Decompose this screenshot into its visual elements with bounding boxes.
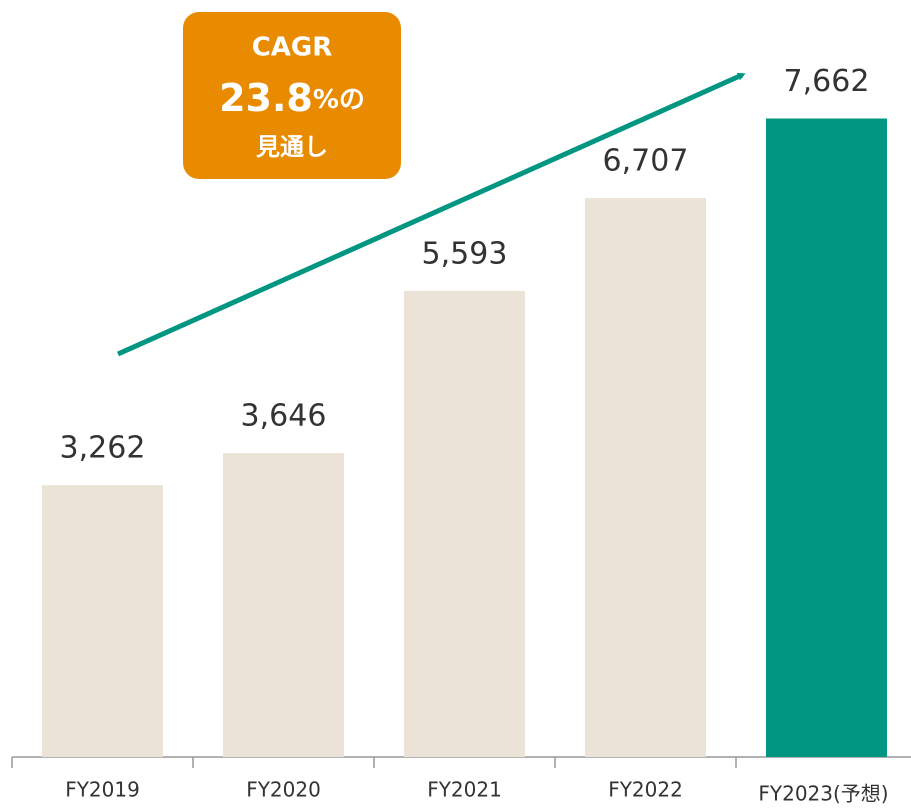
annotation-suffix: %の <box>313 85 365 115</box>
x-tick-label: FY2020 <box>246 778 321 802</box>
annotation-text: 23.8%の <box>219 76 365 120</box>
annotation-text: CAGR <box>252 33 333 63</box>
bar <box>42 485 163 757</box>
annotation-box <box>183 12 401 179</box>
value-label: 6,707 <box>603 144 689 179</box>
x-tick-label: FY2022 <box>608 778 683 802</box>
bar <box>404 290 525 757</box>
x-tick-label: FY2019 <box>65 778 140 802</box>
x-axis-ticks <box>11 757 737 768</box>
x-tick-label: FY2021 <box>427 778 502 802</box>
bar <box>585 198 706 758</box>
value-label: 7,662 <box>784 64 870 99</box>
annotation-text: 見通し <box>256 133 328 161</box>
value-label: 5,593 <box>422 236 508 271</box>
trend-arrow <box>116 72 746 357</box>
bar <box>223 453 344 757</box>
value-label: 3,646 <box>241 399 327 434</box>
bar <box>766 118 887 757</box>
annotation-rate: 23.8 <box>219 76 313 120</box>
x-tick-label: FY2023(予想) <box>758 782 888 806</box>
value-label: 3,262 <box>60 431 146 466</box>
